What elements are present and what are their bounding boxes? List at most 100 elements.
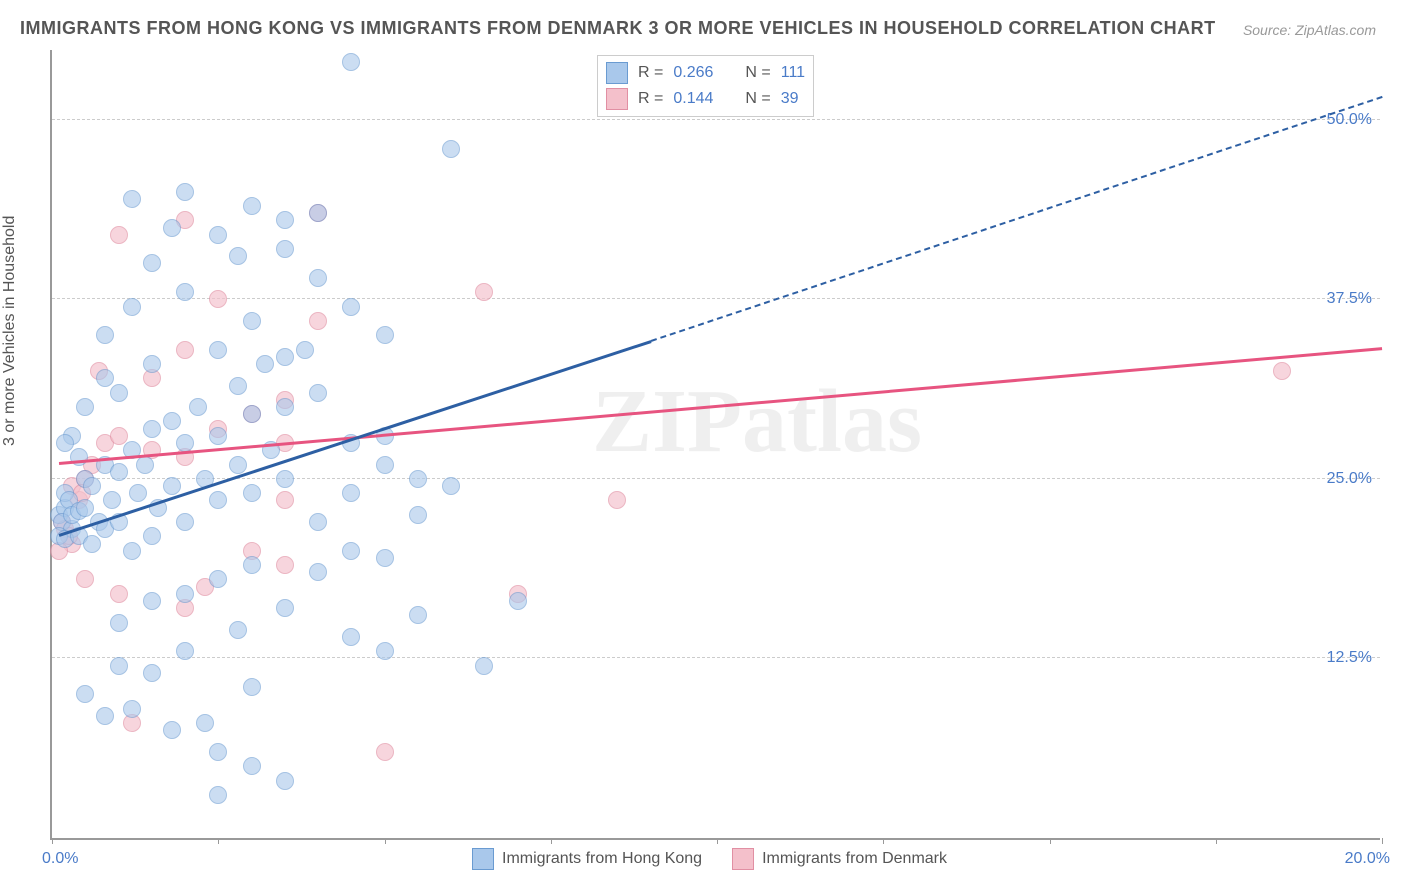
data-point-hk	[110, 463, 128, 481]
x-tick	[1382, 838, 1383, 844]
data-point-hk	[276, 211, 294, 229]
data-point-hk	[110, 384, 128, 402]
data-point-hk	[309, 384, 327, 402]
gridline	[52, 657, 1380, 658]
data-point-hk	[163, 412, 181, 430]
x-tick	[883, 838, 884, 844]
swatch-hk	[606, 62, 628, 84]
data-point-hk	[129, 484, 147, 502]
data-point-hk	[276, 398, 294, 416]
gridline	[52, 478, 1380, 479]
data-point-hk	[110, 657, 128, 675]
x-axis-max-label: 20.0%	[1345, 850, 1390, 868]
data-point-hk	[209, 226, 227, 244]
data-point-hk	[209, 786, 227, 804]
data-point-dk	[376, 743, 394, 761]
data-point-hk	[209, 427, 227, 445]
data-point-dk	[110, 226, 128, 244]
data-point-hk	[76, 685, 94, 703]
data-point-hk	[123, 542, 141, 560]
data-point-hk	[376, 456, 394, 474]
data-point-dk	[76, 570, 94, 588]
data-point-hk	[83, 477, 101, 495]
data-point-dk	[475, 283, 493, 301]
n-value-hk: 111	[781, 64, 805, 82]
data-point-hk	[342, 628, 360, 646]
data-point-hk	[509, 592, 527, 610]
data-point-dk	[608, 491, 626, 509]
series-legend: Immigrants from Hong Kong Immigrants fro…	[472, 848, 947, 870]
data-point-hk	[276, 240, 294, 258]
legend-item-hk: Immigrants from Hong Kong	[472, 848, 702, 870]
data-point-hk	[342, 542, 360, 560]
data-point-hk	[209, 491, 227, 509]
data-point-hk	[409, 606, 427, 624]
data-point-hk	[96, 369, 114, 387]
data-point-hk	[96, 326, 114, 344]
y-tick-label: 37.5%	[1327, 290, 1372, 308]
legend-row-dk: R = 0.144 N = 39	[606, 86, 805, 112]
x-tick	[1050, 838, 1051, 844]
watermark: ZIPatlas	[592, 370, 922, 473]
data-point-hk	[196, 714, 214, 732]
data-point-hk	[342, 484, 360, 502]
legend-label-hk: Immigrants from Hong Kong	[502, 850, 702, 868]
data-point-hk	[123, 298, 141, 316]
data-point-hk	[176, 513, 194, 531]
r-label-hk: R =	[638, 64, 663, 82]
x-tick	[551, 838, 552, 844]
data-point-hk	[229, 456, 247, 474]
data-point-hk	[136, 456, 154, 474]
data-point-hk	[475, 657, 493, 675]
data-point-hk	[229, 247, 247, 265]
data-point-hk	[376, 642, 394, 660]
swatch-hk-icon	[472, 848, 494, 870]
data-point-hk	[143, 254, 161, 272]
data-point-hk	[83, 535, 101, 553]
data-point-hk	[243, 757, 261, 775]
scatter-plot-area: ZIPatlas R = 0.266 N = 111 R = 0.144 N =…	[50, 50, 1380, 840]
data-point-hk	[442, 477, 460, 495]
data-point-hk	[143, 527, 161, 545]
data-point-hk	[342, 53, 360, 71]
data-point-hk	[176, 183, 194, 201]
data-point-hk	[143, 355, 161, 373]
data-point-hk	[309, 513, 327, 531]
data-point-hk	[56, 434, 74, 452]
x-tick	[385, 838, 386, 844]
x-axis-min-label: 0.0%	[42, 850, 78, 868]
data-point-hk	[276, 348, 294, 366]
r-label-dk: R =	[638, 90, 663, 108]
data-point-hk	[276, 772, 294, 790]
n-label-hk: N =	[745, 64, 770, 82]
correlation-legend: R = 0.266 N = 111 R = 0.144 N = 39	[597, 55, 814, 117]
legend-label-dk: Immigrants from Denmark	[762, 850, 947, 868]
data-point-hk	[309, 563, 327, 581]
x-tick	[1216, 838, 1217, 844]
data-point-hk	[243, 556, 261, 574]
data-point-hk	[176, 283, 194, 301]
n-label-dk: N =	[745, 90, 770, 108]
x-tick	[52, 838, 53, 844]
x-tick	[717, 838, 718, 844]
data-point-hk	[96, 707, 114, 725]
source-attribution: Source: ZipAtlas.com	[1243, 22, 1376, 38]
data-point-hk	[163, 477, 181, 495]
data-point-hk	[256, 355, 274, 373]
data-point-hk	[276, 599, 294, 617]
data-point-dk	[176, 341, 194, 359]
data-point-hk	[229, 621, 247, 639]
data-point-hk	[209, 743, 227, 761]
y-axis-title: 3 or more Vehicles in Household	[1, 216, 19, 446]
r-value-dk: 0.144	[673, 90, 713, 108]
data-point-hk	[376, 549, 394, 567]
swatch-dk-icon	[732, 848, 754, 870]
data-point-hk	[189, 398, 207, 416]
legend-item-dk: Immigrants from Denmark	[732, 848, 947, 870]
r-value-hk: 0.266	[673, 64, 713, 82]
data-point-hk	[143, 592, 161, 610]
y-tick-label: 12.5%	[1327, 649, 1372, 667]
data-point-hk	[103, 491, 121, 509]
data-point-hk	[309, 204, 327, 222]
data-point-hk	[243, 405, 261, 423]
